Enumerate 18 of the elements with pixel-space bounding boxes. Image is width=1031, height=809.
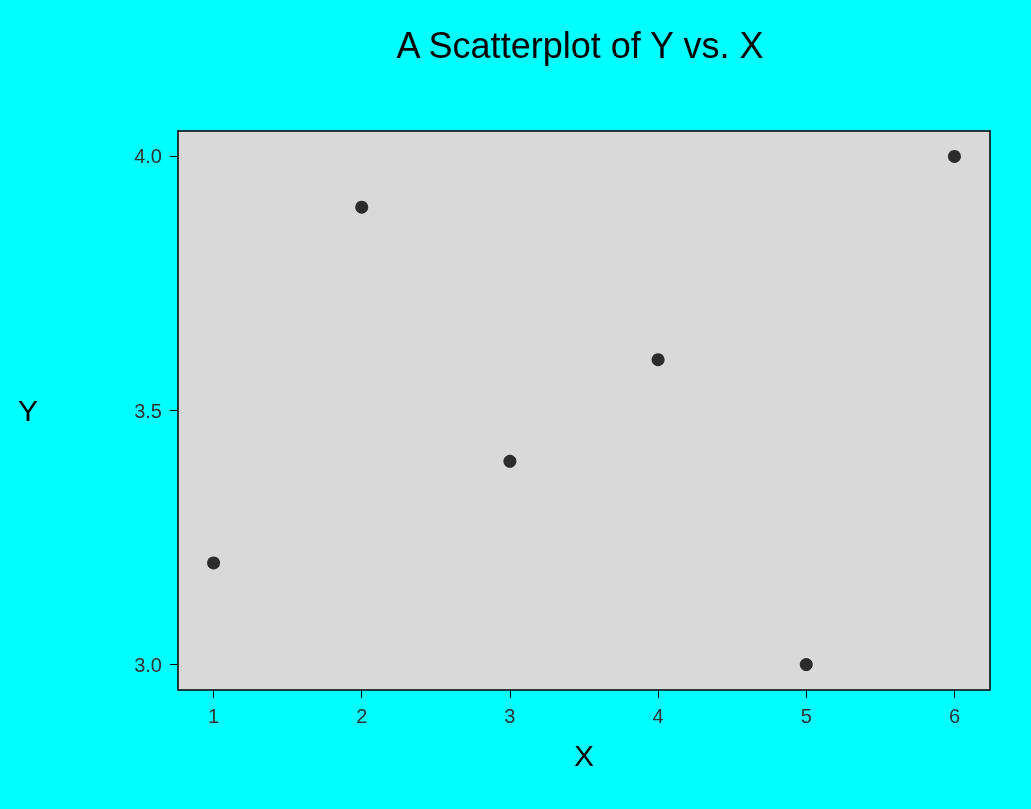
x-tick-label: 4 <box>652 705 664 727</box>
y-tick-label: 4.0 <box>134 145 162 168</box>
point <box>799 658 813 672</box>
point <box>355 200 369 214</box>
x-axis-title: X <box>573 738 595 772</box>
point <box>947 149 961 163</box>
y-tick-label: 3.0 <box>134 653 162 676</box>
point <box>651 353 665 367</box>
x-tick-label: 5 <box>800 705 812 727</box>
point <box>207 556 221 570</box>
x-tick-label: 6 <box>948 705 960 727</box>
x-tick-label: 1 <box>208 705 220 727</box>
x-tick-label: 2 <box>356 705 368 727</box>
y-axis-title: Y <box>17 394 38 427</box>
y-tick-label: 3.5 <box>134 399 162 422</box>
chart-title: A Scatterplot of Y vs. X <box>396 24 764 66</box>
point <box>503 454 517 468</box>
x-tick-label: 3 <box>504 705 516 727</box>
